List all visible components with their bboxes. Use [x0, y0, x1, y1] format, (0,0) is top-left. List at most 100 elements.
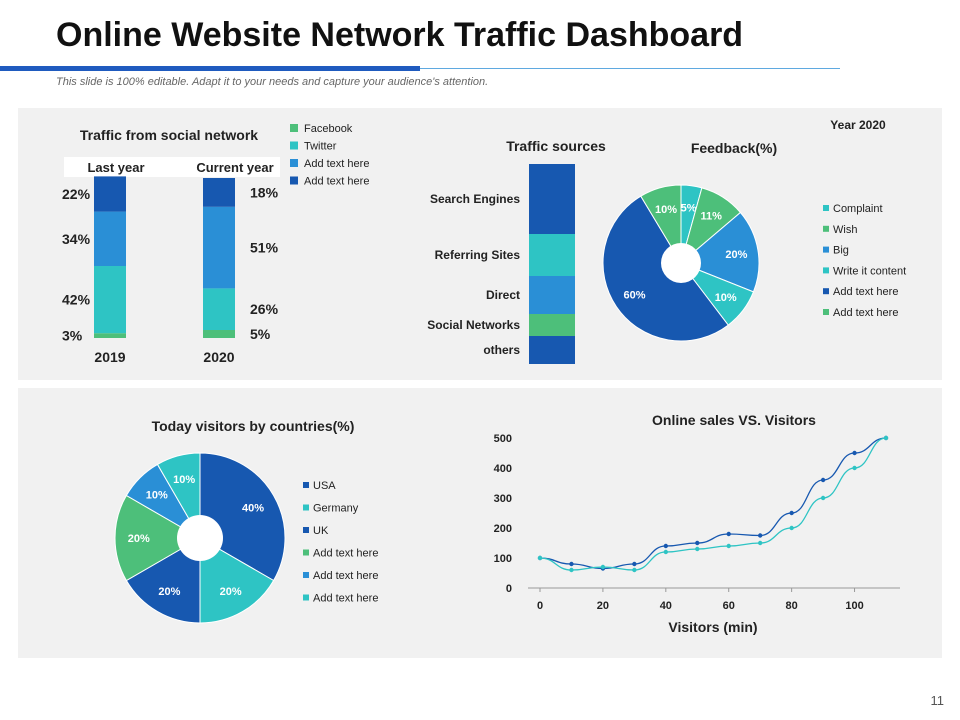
feedback-legend-label: Add text here	[833, 286, 898, 298]
countries-chart-title: Today visitors by countries(%)	[152, 418, 355, 434]
countries-slice-label: 20%	[128, 533, 150, 545]
countries-legend-swatch	[303, 482, 309, 488]
social-legend-swatch	[290, 159, 298, 167]
social-header-right-bg	[190, 157, 280, 177]
feedback-legend-swatch	[823, 246, 829, 253]
social-bar-segment	[94, 176, 126, 212]
sales-x-tick-label: 40	[660, 600, 672, 612]
sales-data-point	[852, 450, 857, 456]
sources-category-label: others	[483, 343, 520, 357]
sales-data-point	[569, 567, 574, 573]
sales-data-point	[789, 510, 794, 516]
sales-chart-title: Online sales VS. Visitors	[652, 412, 816, 428]
countries-legend-label: Add text here	[313, 548, 378, 560]
sales-x-tick-label: 20	[597, 600, 609, 612]
sales-data-point	[757, 533, 763, 538]
sales-data-point	[663, 549, 669, 555]
sales-y-tick-label: 300	[494, 493, 512, 505]
sources-category-label: Direct	[486, 288, 520, 302]
sales-x-tick-label: 60	[723, 600, 735, 612]
page-number: 11	[930, 693, 945, 708]
sales-y-tick-label: 200	[494, 523, 512, 535]
sales-data-point	[632, 561, 637, 567]
social-chart-title: Traffic from social network	[80, 127, 258, 143]
social-data-label: 42%	[62, 292, 91, 308]
sales-data-point	[632, 567, 637, 573]
sales-data-point	[820, 495, 826, 501]
feedback-legend-label: Write it content	[833, 265, 906, 277]
sources-bar-segment	[529, 234, 575, 276]
feedback-slice-label: 20%	[725, 249, 747, 261]
sales-data-point	[695, 540, 700, 546]
sources-bar-segment	[529, 164, 575, 234]
title-underline-light	[420, 68, 840, 69]
countries-slice	[199, 452, 286, 582]
social-data-label: 26%	[250, 301, 279, 317]
social-legend-swatch	[290, 141, 298, 150]
feedback-center-hole	[661, 243, 701, 283]
social-data-label: 18%	[250, 184, 279, 200]
social-legend-label: Facebook	[304, 123, 353, 135]
sources-category-label: Referring Sites	[435, 248, 521, 262]
page-title: Online Website Network Traffic Dashboard	[56, 16, 744, 54]
sales-data-point	[726, 531, 731, 537]
social-legend-swatch	[290, 176, 298, 185]
countries-legend-label: Germany	[313, 503, 359, 515]
sources-category-label: Social Networks	[427, 318, 520, 332]
sales-x-tick-label: 80	[786, 600, 798, 612]
social-category-label: 2019	[94, 349, 125, 365]
countries-legend-swatch	[303, 504, 309, 511]
social-legend-label: Twitter	[304, 141, 337, 153]
social-category-label: 2020	[203, 349, 234, 365]
social-bar-segment	[203, 288, 235, 330]
sales-series-line	[539, 437, 887, 571]
feedback-legend-swatch	[823, 309, 829, 315]
countries-slice	[114, 494, 201, 582]
social-bar-segment	[94, 266, 126, 334]
sales-x-tick-label: 0	[537, 600, 543, 612]
countries-legend-label: USA	[313, 480, 336, 492]
feedback-legend-label: Wish	[833, 224, 857, 236]
social-data-label: 34%	[62, 231, 91, 247]
countries-legend-swatch	[303, 594, 309, 601]
sources-chart-title: Traffic sources	[506, 138, 606, 154]
countries-slice-label: 10%	[173, 474, 195, 486]
sales-data-point	[820, 477, 826, 483]
social-data-label: 22%	[62, 186, 91, 202]
countries-slice	[156, 452, 201, 540]
feedback-legend-label: Big	[833, 245, 849, 257]
countries-slice-label: 40%	[242, 502, 264, 514]
sales-data-point	[569, 561, 574, 567]
countries-slice-label: 10%	[146, 490, 168, 502]
sales-data-point	[695, 546, 700, 552]
feedback-slice	[680, 211, 760, 293]
countries-legend-label: Add text here	[313, 593, 378, 605]
feedback-year-label: Year 2020	[830, 118, 886, 132]
countries-center-hole	[177, 515, 223, 561]
countries-legend-label: Add text here	[313, 570, 378, 582]
social-data-label: 5%	[250, 326, 271, 342]
countries-legend-swatch	[303, 549, 309, 556]
countries-slice	[125, 537, 201, 624]
social-bar-segment	[203, 178, 235, 207]
sales-x-tick-label: 100	[845, 600, 863, 612]
sources-bar-segment	[529, 336, 575, 364]
title-underline-dark	[0, 66, 420, 71]
sources-bar-segment	[529, 276, 575, 314]
sales-y-tick-label: 100	[494, 553, 512, 565]
sales-data-point	[757, 540, 763, 546]
countries-legend-swatch	[303, 527, 309, 533]
countries-slice	[199, 537, 275, 624]
countries-slice-label: 20%	[158, 586, 180, 598]
social-legend-swatch	[290, 124, 298, 132]
sales-data-point	[789, 525, 794, 531]
social-bar-segment	[203, 206, 235, 289]
sales-data-point	[852, 465, 857, 471]
feedback-legend-label: Add text here	[833, 307, 898, 319]
countries-legend-label: UK	[313, 525, 329, 537]
feedback-slice-label: 11%	[701, 211, 723, 223]
feedback-legend-swatch	[823, 267, 829, 274]
countries-slice-label: 20%	[220, 586, 242, 598]
feedback-slice-label: 10%	[715, 292, 737, 304]
